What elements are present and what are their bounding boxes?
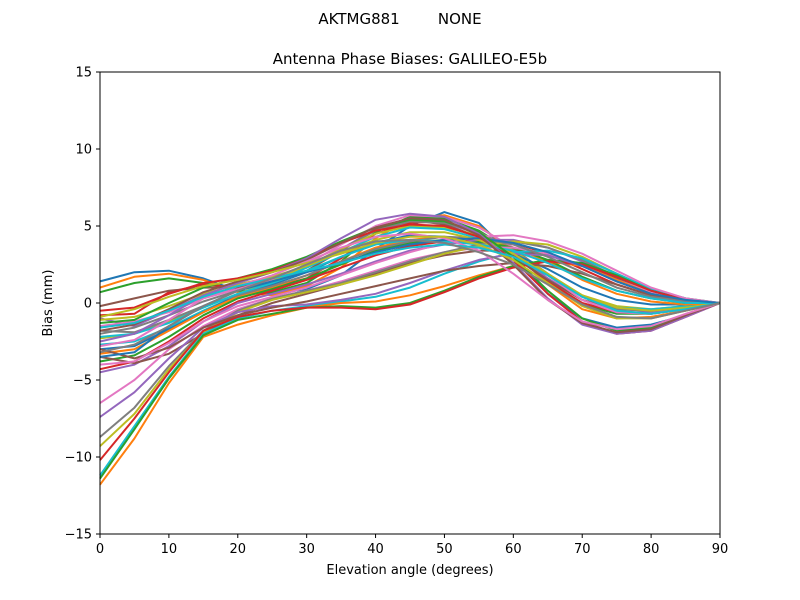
series-line-26 — [99, 234, 721, 366]
series-line-22 — [99, 258, 721, 480]
series-line-21 — [99, 260, 721, 486]
y-axis: −15 −10 −5 0 5 10 15 — [65, 66, 100, 543]
x-axis: 0 10 20 30 40 50 60 70 80 90 — [96, 534, 728, 557]
y-tick-label: −5 — [73, 374, 92, 389]
plot-lines — [99, 211, 721, 486]
y-axis-label: Bias (mm) — [41, 270, 56, 337]
y-tick-label: 10 — [75, 143, 92, 158]
x-tick-label: 20 — [230, 542, 247, 557]
series-line-31 — [99, 218, 721, 332]
series-line-8 — [99, 220, 721, 335]
y-tick-label: 5 — [84, 220, 92, 235]
series-line-38 — [99, 238, 721, 354]
series-line-35 — [99, 232, 721, 348]
x-tick-label: 10 — [161, 542, 178, 557]
x-axis-label: Elevation angle (degrees) — [326, 563, 493, 578]
series-line-25 — [99, 262, 721, 360]
x-tick-label: 90 — [712, 542, 729, 557]
x-tick-label: 0 — [96, 542, 104, 557]
series-line-28 — [99, 231, 721, 321]
series-line-23 — [99, 260, 721, 461]
x-tick-label: 80 — [643, 542, 660, 557]
x-tick-label: 70 — [574, 542, 591, 557]
x-tick-label: 50 — [436, 542, 453, 557]
series-line-20 — [99, 249, 721, 477]
x-tick-label: 40 — [367, 542, 384, 557]
y-tick-label: 0 — [84, 297, 92, 312]
y-tick-label: −15 — [65, 528, 92, 543]
x-tick-label: 30 — [298, 542, 315, 557]
series-line-36 — [99, 235, 721, 320]
x-tick-label: 60 — [505, 542, 522, 557]
y-tick-label: −10 — [65, 451, 92, 466]
chart-title: Antenna Phase Biases: GALILEO-E5b — [273, 50, 547, 68]
y-tick-label: 15 — [75, 66, 92, 81]
series-line-34 — [99, 217, 721, 334]
series-line-33 — [99, 212, 721, 343]
series-line-37 — [99, 243, 721, 329]
chart-suptitle: AKTMG881 NONE — [318, 10, 481, 28]
